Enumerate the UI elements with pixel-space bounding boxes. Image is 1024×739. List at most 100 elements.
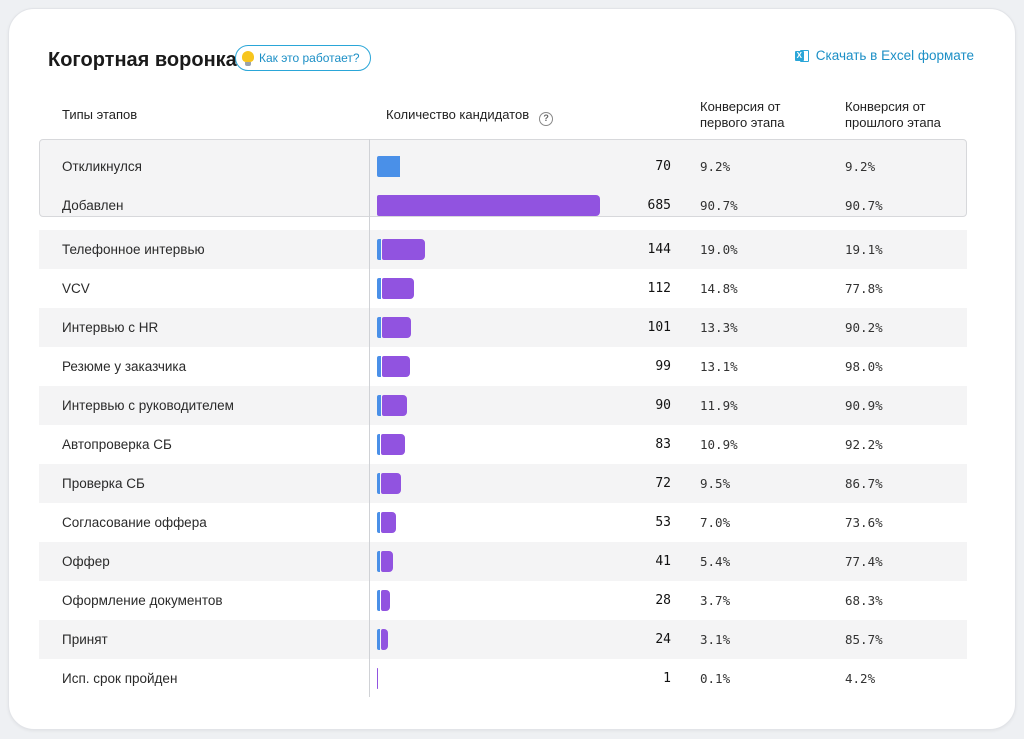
conversion-first: 19.0% — [700, 242, 738, 257]
stage-label: Автопроверка СБ — [62, 437, 172, 452]
table-row[interactable]: Интервью с руководителем 90 11.9% 90.9% — [39, 386, 967, 425]
conversion-prev: 68.3% — [845, 593, 883, 608]
column-header-candidates: Количество кандидатов? — [386, 107, 554, 126]
candidate-count: 53 — [655, 515, 671, 530]
table-row[interactable]: Проверка СБ 72 9.5% 86.7% — [39, 464, 967, 503]
column-header-stage-types: Типы этапов — [62, 107, 138, 122]
table-row[interactable]: Исп. срок пройден 1 0.1% 4.2% — [39, 659, 967, 698]
column-header-conv-prev: Конверсия от прошлого этапа — [845, 99, 941, 131]
bar-segment-blue — [377, 356, 382, 377]
bar-segment-purple — [377, 195, 600, 216]
table-row[interactable]: Автопроверка СБ 83 10.9% 92.2% — [39, 425, 967, 464]
candidate-count: 90 — [655, 398, 671, 413]
help-icon[interactable]: ? — [539, 112, 554, 126]
bar-segment-blue — [377, 317, 382, 338]
stage-label: Проверка СБ — [62, 476, 145, 491]
bar-segment-purple — [381, 629, 389, 650]
bar-segment-purple — [382, 317, 411, 338]
candidate-bar — [377, 629, 389, 650]
excel-download-link[interactable]: X Скачать в Excel формате — [794, 48, 974, 63]
table-row[interactable]: Резюме у заказчика 99 13.1% 98.0% — [39, 347, 967, 386]
conversion-first: 9.5% — [700, 476, 731, 491]
table-row[interactable]: Добавлен 685 90.7% 90.7% — [39, 186, 967, 225]
conversion-prev: 90.2% — [845, 320, 883, 335]
conv-first-line2: первого этапа — [700, 115, 785, 130]
candidate-count: 72 — [655, 476, 671, 491]
table-row[interactable]: Принят 24 3.1% 85.7% — [39, 620, 967, 659]
conversion-first: 90.7% — [700, 198, 738, 213]
candidate-bar — [377, 356, 411, 377]
excel-icon: X — [794, 49, 809, 63]
column-header-candidates-label: Количество кандидатов — [386, 107, 530, 122]
stage-label: Оффер — [62, 554, 110, 569]
bar-segment-purple — [381, 473, 402, 494]
candidate-bar — [377, 590, 390, 611]
candidate-bar — [377, 239, 425, 260]
conversion-prev: 85.7% — [845, 632, 883, 647]
stage-label: Исп. срок пройден — [62, 671, 178, 686]
stage-label: Принят — [62, 632, 108, 647]
how-it-works-button[interactable]: Как это работает? — [235, 45, 371, 71]
conversion-first: 9.2% — [700, 159, 731, 174]
stage-label: Оформление документов — [62, 593, 223, 608]
candidate-count: 70 — [655, 159, 671, 174]
bar-segment-purple — [381, 512, 396, 533]
candidate-count: 144 — [647, 242, 671, 257]
conv-prev-line2: прошлого этапа — [845, 115, 941, 130]
conversion-prev: 9.2% — [845, 159, 876, 174]
table-row[interactable]: Оффер 41 5.4% 77.4% — [39, 542, 967, 581]
bar-segment-blue — [377, 395, 382, 416]
bar-segment-blue — [377, 473, 381, 494]
candidate-bar — [377, 434, 405, 455]
candidate-bar — [377, 668, 378, 689]
conversion-first: 0.1% — [700, 671, 731, 686]
candidate-count: 99 — [655, 359, 671, 374]
page-title: Когортная воронка — [48, 49, 237, 71]
bar-segment-purple — [381, 590, 390, 611]
conversion-prev: 98.0% — [845, 359, 883, 374]
candidate-count: 1 — [663, 671, 671, 686]
conv-prev-line1: Конверсия от — [845, 99, 926, 114]
conversion-first: 13.3% — [700, 320, 738, 335]
candidate-count: 24 — [655, 632, 671, 647]
conversion-first: 11.9% — [700, 398, 738, 413]
candidate-count: 112 — [647, 281, 671, 296]
conversion-prev: 90.9% — [845, 398, 883, 413]
funnel-card: Когортная воронка Как это работает? X Ск… — [8, 8, 1016, 730]
table-row[interactable]: VCV 112 14.8% 77.8% — [39, 269, 967, 308]
table-row[interactable]: Откликнулся 70 9.2% 9.2% — [39, 147, 967, 186]
candidate-count: 101 — [647, 320, 671, 335]
stage-label: Согласование оффера — [62, 515, 207, 530]
table-row[interactable]: Оформление документов 28 3.7% 68.3% — [39, 581, 967, 620]
column-divider — [369, 139, 370, 697]
candidate-bar — [377, 278, 415, 299]
candidate-bar — [377, 551, 394, 572]
conversion-first: 3.7% — [700, 593, 731, 608]
candidate-bar — [377, 473, 402, 494]
conversion-prev: 77.4% — [845, 554, 883, 569]
candidate-bar — [377, 317, 411, 338]
conversion-first: 13.1% — [700, 359, 738, 374]
bar-segment-purple — [382, 239, 425, 260]
bar-segment-blue — [377, 239, 382, 260]
bar-segment-purple — [382, 278, 415, 299]
table-row[interactable]: Согласование оффера 53 7.0% 73.6% — [39, 503, 967, 542]
candidate-bar — [377, 195, 600, 216]
bar-segment-blue — [377, 590, 380, 611]
bar-segment-purple — [382, 356, 411, 377]
bar-segment-blue — [377, 551, 380, 572]
conversion-prev: 77.8% — [845, 281, 883, 296]
stage-label: Резюме у заказчика — [62, 359, 187, 374]
bar-segment-purple — [377, 668, 378, 689]
stage-label: Добавлен — [62, 198, 124, 213]
bar-segment-blue — [377, 434, 381, 455]
stage-label: Интервью с HR — [62, 320, 159, 335]
conv-first-line1: Конверсия от — [700, 99, 781, 114]
stage-label: Откликнулся — [62, 159, 142, 174]
conversion-first: 3.1% — [700, 632, 731, 647]
table-row[interactable]: Телефонное интервью 144 19.0% 19.1% — [39, 230, 967, 269]
conversion-first: 5.4% — [700, 554, 731, 569]
candidate-bar — [377, 512, 396, 533]
conversion-first: 14.8% — [700, 281, 738, 296]
table-row[interactable]: Интервью с HR 101 13.3% 90.2% — [39, 308, 967, 347]
